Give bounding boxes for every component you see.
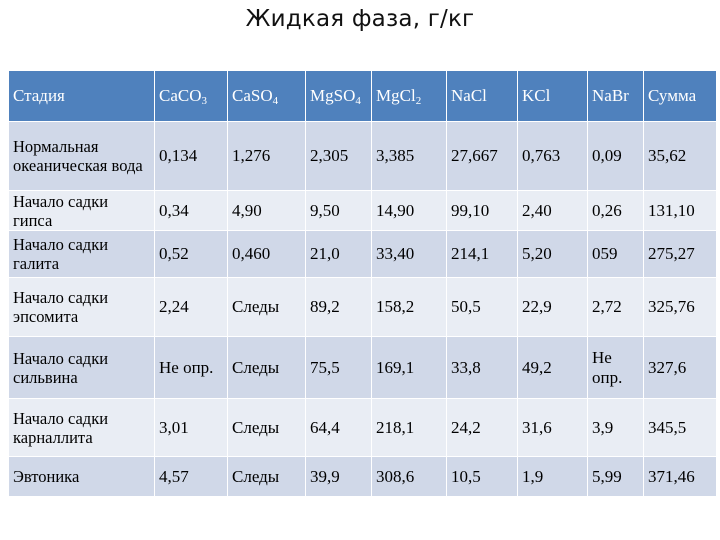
cell-nacl: 33,8 [446,336,518,399]
cell-caso4: 0,460 [227,230,306,278]
cell-kcl: 2,40 [517,190,588,231]
cell-stage: Начало садки карналлита [8,398,155,457]
cell-caco3: 0,52 [154,230,228,278]
cell-mgso4: 9,50 [305,190,372,231]
cell-nabr: 0,09 [587,121,644,191]
cell-nabr: Не опр. [587,336,644,399]
cell-mgcl2: 33,40 [371,230,447,278]
cell-mgso4: 21,0 [305,230,372,278]
cell-mgso4: 64,4 [305,398,372,457]
cell-mgso4: 39,9 [305,456,372,497]
cell-caco3: 3,01 [154,398,228,457]
header-caco3: CaCO3 [154,70,228,122]
cell-nabr: 059 [587,230,644,278]
cell-mgcl2: 218,1 [371,398,447,457]
cell-caso4: Следы [227,336,306,399]
cell-nabr: 2,72 [587,277,644,337]
cell-caco3: 0,134 [154,121,228,191]
header-caso4: CaSO4 [227,70,306,122]
cell-nacl: 24,2 [446,398,518,457]
cell-caso4: Следы [227,398,306,457]
header-row: Стадия CaCO3 CaSO4 MgSO4 MgCl2 NaCl KCl … [8,70,717,122]
cell-kcl: 31,6 [517,398,588,457]
cell-caso4: 1,276 [227,121,306,191]
cell-sum: 327,6 [643,336,717,399]
table-row: Нормальная океаническая вода 0,134 1,276… [8,121,717,191]
cell-nabr: 5,99 [587,456,644,497]
table-row: Начало садки эпсомита 2,24 Следы 89,2 15… [8,277,717,337]
cell-stage: Начало садки эпсомита [8,277,155,337]
table-row: Начало садки сильвина Не опр. Следы 75,5… [8,336,717,399]
cell-caco3: 0,34 [154,190,228,231]
header-sum: Сумма [643,70,717,122]
cell-nacl: 27,667 [446,121,518,191]
cell-stage: Эвтоника [8,456,155,497]
cell-sum: 371,46 [643,456,717,497]
cell-stage: Начало садки гипса [8,190,155,231]
header-mgcl2: MgCl2 [371,70,447,122]
header-stage: Стадия [8,70,155,122]
cell-stage: Начало садки сильвина [8,336,155,399]
cell-kcl: 1,9 [517,456,588,497]
cell-mgcl2: 3,385 [371,121,447,191]
cell-caco3: 4,57 [154,456,228,497]
cell-mgcl2: 308,6 [371,456,447,497]
table-row: Начало садки галита 0,52 0,460 21,0 33,4… [8,230,717,278]
table-row: Начало садки гипса 0,34 4,90 9,50 14,90 … [8,190,717,231]
cell-mgcl2: 14,90 [371,190,447,231]
cell-kcl: 49,2 [517,336,588,399]
cell-mgso4: 75,5 [305,336,372,399]
table-row: Эвтоника 4,57 Следы 39,9 308,6 10,5 1,9 … [8,456,717,497]
header-kcl: KCl [517,70,588,122]
cell-sum: 35,62 [643,121,717,191]
cell-sum: 131,10 [643,190,717,231]
cell-stage: Нормальная океаническая вода [8,121,155,191]
cell-nacl: 50,5 [446,277,518,337]
cell-nacl: 214,1 [446,230,518,278]
cell-caco3: Не опр. [154,336,228,399]
cell-caco3: 2,24 [154,277,228,337]
cell-kcl: 0,763 [517,121,588,191]
page-title: Жидкая фаза, г/кг [245,6,475,32]
cell-nabr: 0,26 [587,190,644,231]
cell-caso4: Следы [227,277,306,337]
cell-mgso4: 2,305 [305,121,372,191]
cell-sum: 345,5 [643,398,717,457]
cell-caso4: 4,90 [227,190,306,231]
cell-sum: 325,76 [643,277,717,337]
header-mgso4: MgSO4 [305,70,372,122]
cell-sum: 275,27 [643,230,717,278]
cell-stage: Начало садки галита [8,230,155,278]
cell-nacl: 10,5 [446,456,518,497]
cell-nacl: 99,10 [446,190,518,231]
cell-nabr: 3,9 [587,398,644,457]
cell-mgso4: 89,2 [305,277,372,337]
cell-mgcl2: 169,1 [371,336,447,399]
cell-kcl: 5,20 [517,230,588,278]
cell-mgcl2: 158,2 [371,277,447,337]
composition-table: Стадия CaCO3 CaSO4 MgSO4 MgCl2 NaCl KCl … [8,70,717,497]
cell-caso4: Следы [227,456,306,497]
header-nabr: NaBr [587,70,644,122]
header-nacl: NaCl [446,70,518,122]
table-row: Начало садки карналлита 3,01 Следы 64,4 … [8,398,717,457]
cell-kcl: 22,9 [517,277,588,337]
